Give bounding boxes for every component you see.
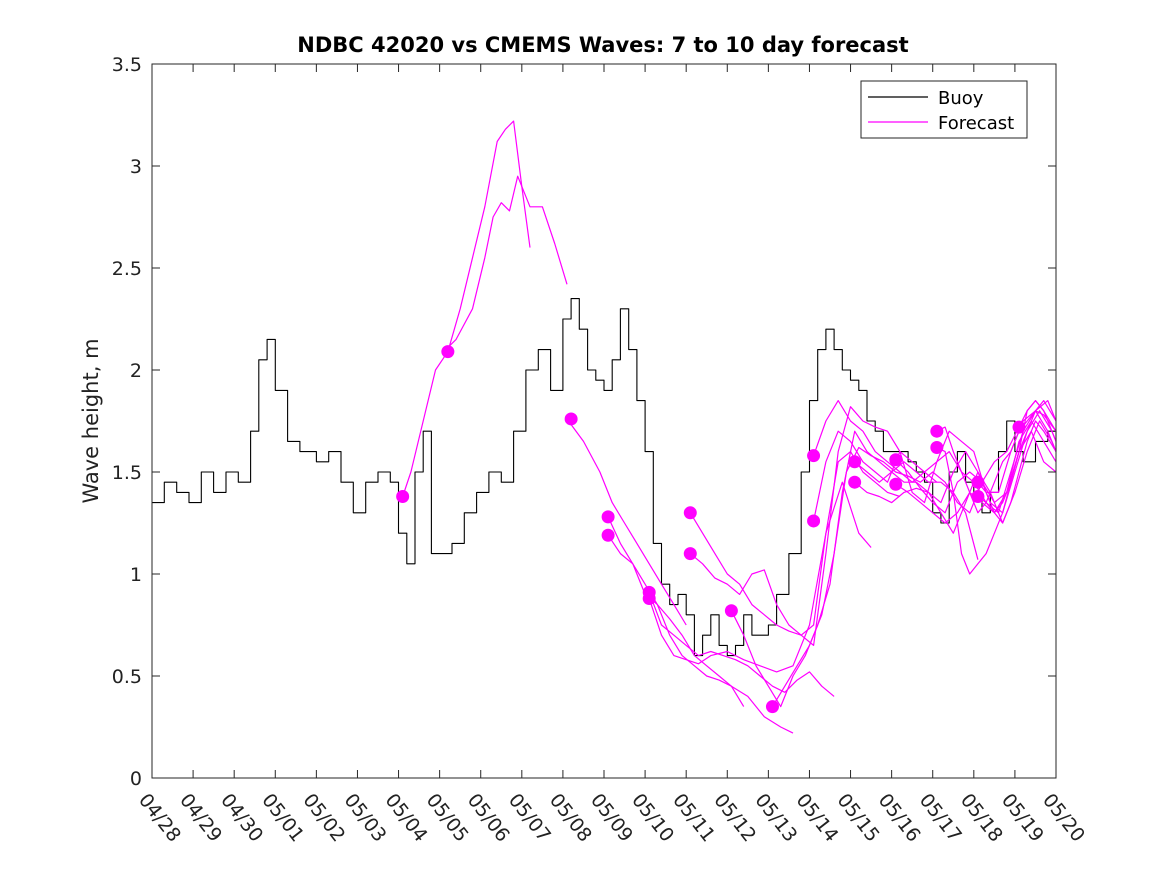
forecast-line-5 — [607, 534, 794, 734]
forecast-start-marker — [807, 449, 821, 463]
y-axis: 0 0.5 1 1.5 2 2.5 3 3.5 — [112, 54, 1056, 790]
forecast-start-marker — [441, 345, 455, 359]
forecast-start-marker — [807, 514, 821, 528]
forecast-start-marker — [848, 475, 862, 489]
plot-area — [151, 63, 1057, 779]
y-tick-label: 0.5 — [112, 666, 142, 688]
forecast-line-20 — [977, 420, 1057, 524]
forecast-start-marker — [848, 455, 862, 469]
y-tick-label: 0 — [130, 768, 142, 790]
buoy-series-layer — [152, 298, 1057, 657]
forecast-marker-layer — [396, 345, 1026, 714]
forecast-line-1 — [402, 120, 531, 497]
legend-buoy-label: Buoy — [938, 88, 984, 109]
legend-forecast-label: Forecast — [938, 113, 1014, 134]
forecast-line-8 — [689, 451, 901, 636]
forecast-line-3 — [566, 418, 687, 626]
forecast-start-marker — [642, 591, 656, 605]
forecast-start-marker — [1012, 420, 1026, 434]
forecast-start-marker — [683, 506, 697, 520]
forecast-line-7 — [648, 481, 872, 673]
forecast-start-marker — [683, 547, 697, 561]
plot-background — [152, 64, 1056, 778]
y-tick-label: 3 — [130, 156, 142, 178]
forecast-start-marker — [724, 604, 738, 618]
forecast-line-18 — [936, 410, 1057, 514]
forecast-start-marker — [601, 510, 615, 524]
forecast-line-6 — [648, 592, 835, 697]
forecast-line-9 — [689, 406, 938, 646]
forecast-line-10 — [730, 430, 979, 708]
y-tick-label: 1 — [130, 564, 142, 586]
buoy-line — [152, 298, 1057, 657]
forecast-start-marker — [889, 453, 903, 467]
forecast-start-marker — [765, 700, 779, 714]
forecast-line-22 — [1018, 400, 1057, 442]
forecast-start-marker — [564, 412, 578, 426]
legend: Buoy Forecast — [860, 80, 1028, 139]
forecast-start-marker — [396, 489, 410, 503]
forecast-line-19 — [936, 400, 1057, 575]
forecast-start-marker — [930, 424, 944, 438]
legend-box — [860, 80, 1028, 139]
y-axis-label: Wave height, m — [79, 338, 103, 503]
forecast-line-4 — [607, 516, 745, 707]
y-tick-label: 3.5 — [112, 54, 142, 76]
forecast-start-marker — [971, 489, 985, 503]
forecast-line-14 — [854, 410, 1057, 514]
y-tick-label: 1.5 — [112, 462, 142, 484]
y-tick-label: 2 — [130, 360, 142, 382]
forecast-line-2 — [443, 175, 568, 353]
forecast-series-layer — [402, 120, 1057, 734]
y-tick-label: 2.5 — [112, 258, 142, 280]
forecast-start-marker — [971, 475, 985, 489]
forecast-start-marker — [930, 441, 944, 455]
forecast-line-15 — [854, 420, 1057, 534]
chart-title: NDBC 42020 vs CMEMS Waves: 7 to 10 day f… — [297, 33, 908, 57]
forecast-start-marker — [601, 528, 615, 542]
forecast-start-marker — [889, 477, 903, 491]
